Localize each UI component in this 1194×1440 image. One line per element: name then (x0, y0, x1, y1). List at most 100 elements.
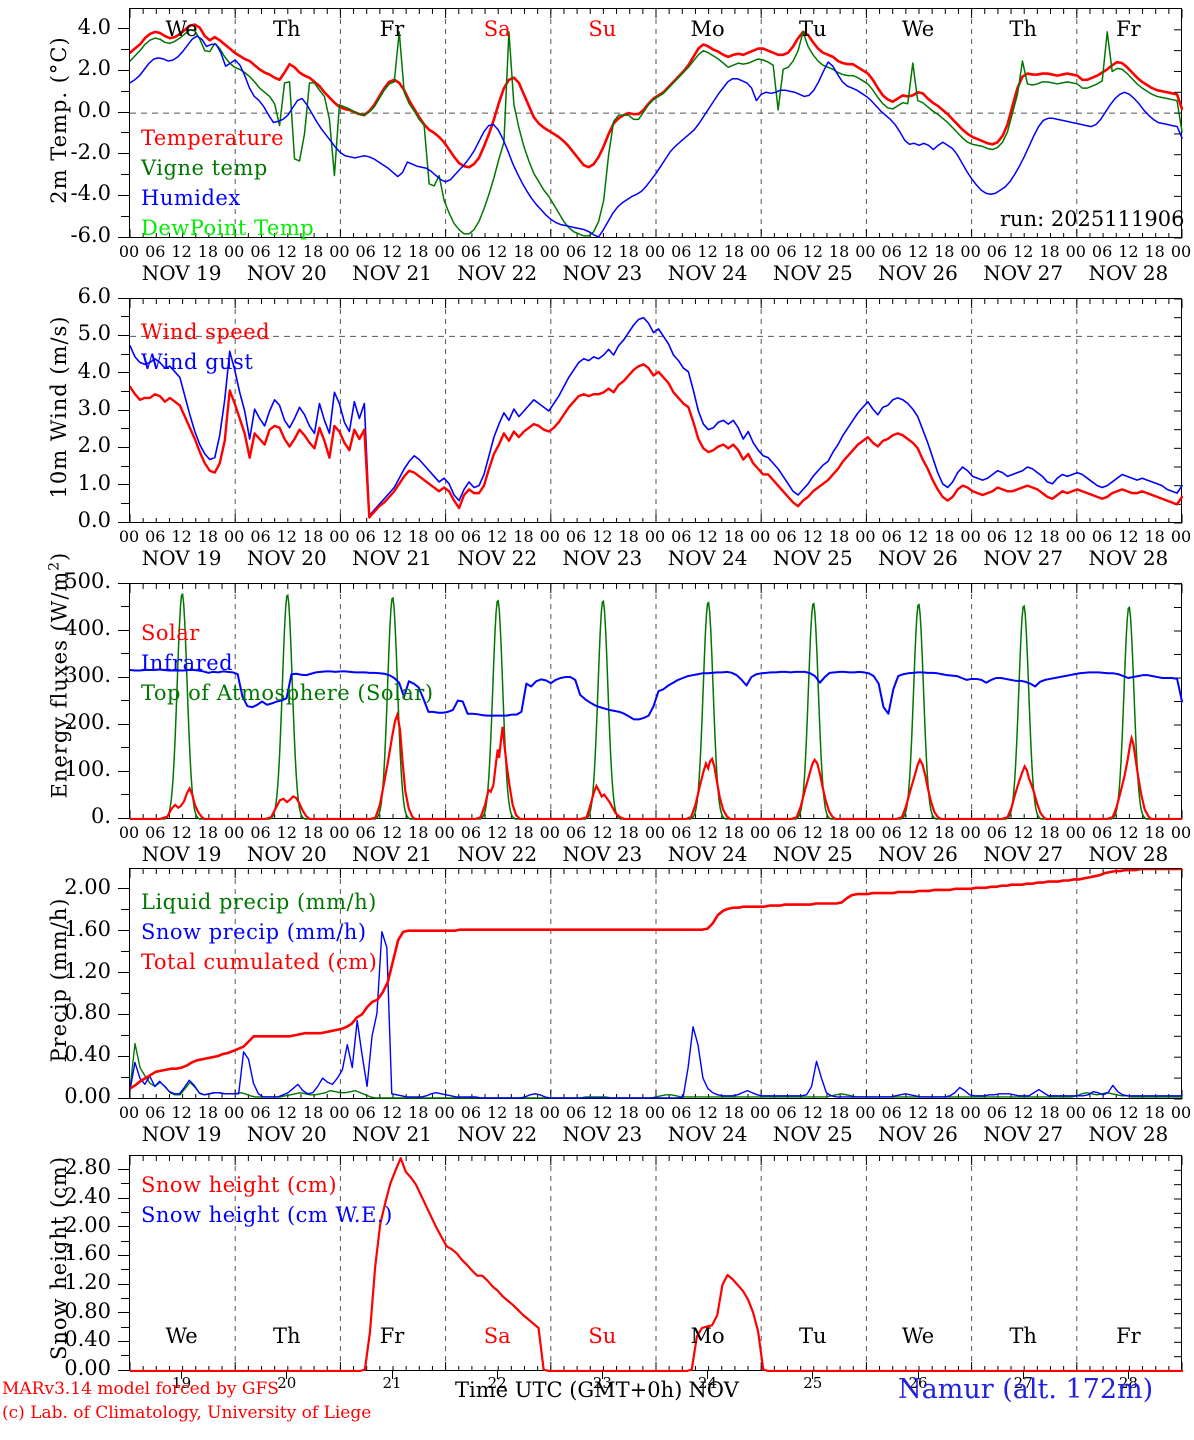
x-hour-label: 00 (434, 242, 455, 261)
x-day-label: NOV 27 (983, 546, 1064, 570)
y-tick-label: -2.0 (70, 139, 112, 164)
y-tick-label: 100. (64, 757, 111, 781)
x-day-label: NOV 24 (667, 546, 748, 570)
x-hour-label: 18 (1039, 242, 1060, 261)
x-hour-label: 00 (855, 823, 876, 842)
x-hour-label: 00 (434, 527, 455, 546)
x-day-number: 22 (487, 1374, 507, 1392)
y-tick (118, 770, 129, 772)
x-hour-label: 18 (197, 1103, 219, 1122)
x-hour-label: 00 (1170, 1103, 1192, 1122)
x-hour-label: 18 (1039, 1103, 1060, 1122)
x-hour-label: 18 (302, 527, 324, 546)
dow-label: Th (273, 1324, 301, 1348)
x-day-label: NOV 21 (352, 1122, 432, 1146)
x-day-number: 28 (1118, 1374, 1138, 1392)
x-hour-label: 06 (986, 527, 1008, 546)
x-hour-label: 18 (723, 527, 745, 546)
dow-label: Th (1009, 1324, 1037, 1348)
y-tick-label: 1.60 (64, 1241, 111, 1266)
y-tick-label: 1.20 (64, 958, 111, 983)
x-axis-tick (1022, 1370, 1024, 1379)
y-tick-label: 500. (64, 569, 111, 593)
x-day-label: NOV 26 (878, 546, 958, 570)
x-hour-label: 12 (1118, 242, 1139, 261)
y-tick-label: 0.0 (77, 508, 111, 532)
x-axis-title: Time UTC (GMT+0h) NOV (455, 1378, 739, 1402)
dow-label: Mo (690, 1324, 725, 1348)
x-day-label: NOV 21 (352, 842, 432, 866)
series-liquid-precip (130, 1042, 1183, 1099)
y-tick-label: 1.20 (64, 1270, 111, 1294)
x-hour-label: 00 (750, 823, 771, 842)
plot-area-1 (129, 8, 1183, 239)
x-hour-label: 00 (329, 1103, 350, 1122)
y-minor-tick (121, 747, 129, 748)
series-wind-gust (130, 316, 1183, 517)
x-hour-label: 12 (276, 527, 297, 546)
x-hour-label: 00 (118, 823, 140, 842)
dow-label: Su (588, 1324, 617, 1348)
x-hour-label: 06 (671, 823, 692, 842)
y-tick (118, 334, 129, 336)
y-tick (118, 1013, 129, 1015)
y-tick (118, 153, 129, 155)
x-hour-label: 18 (934, 823, 955, 842)
x-hour-label: 12 (592, 242, 613, 261)
x-hour-label: 12 (171, 527, 192, 546)
run-label: run: 2025111906 (1000, 207, 1185, 231)
x-hour-label: 12 (381, 527, 403, 546)
x-hour-label: 18 (197, 527, 219, 546)
y-tick (118, 629, 129, 631)
y-tick (118, 111, 129, 113)
x-hour-label: 12 (1118, 527, 1139, 546)
x-hour-label: 12 (171, 242, 192, 261)
x-hour-label: 18 (408, 242, 429, 261)
x-day-label: NOV 28 (1088, 1122, 1169, 1146)
y-tick-label: -6.0 (70, 223, 112, 247)
x-hour-label: 12 (1013, 823, 1034, 842)
x-hour-label: 00 (644, 1103, 666, 1122)
x-hour-label: 18 (723, 823, 745, 842)
x-hour-label: 06 (355, 823, 376, 842)
x-hour-label: 18 (1144, 1103, 1165, 1122)
x-hour-label: 06 (776, 527, 797, 546)
x-hour-label: 00 (224, 823, 245, 842)
y-minor-tick (121, 1240, 129, 1242)
y-tick (118, 1369, 129, 1371)
y-tick (118, 1226, 129, 1228)
dow-label: Sa (483, 17, 511, 41)
x-hour-label: 18 (828, 527, 850, 546)
x-hour-label: 12 (381, 242, 403, 261)
x-hour-label: 18 (1144, 527, 1165, 546)
x-hour-label: 06 (565, 242, 587, 261)
x-day-label: NOV 19 (141, 546, 222, 570)
x-hour-label: 00 (750, 527, 771, 546)
x-hour-label: 12 (697, 242, 718, 261)
x-hour-label: 06 (250, 1103, 271, 1122)
x-hour-label: 00 (855, 1103, 876, 1122)
x-hour-label: 12 (697, 823, 718, 842)
x-hour-label: 00 (224, 527, 245, 546)
x-hour-label: 18 (1039, 527, 1060, 546)
x-hour-label: 18 (618, 527, 639, 546)
x-hour-label: 06 (776, 823, 797, 842)
x-hour-label: 06 (881, 1103, 902, 1122)
x-hour-label: 00 (1170, 242, 1192, 261)
y-minor-tick (121, 1326, 129, 1328)
x-day-label: NOV 28 (1088, 842, 1169, 866)
x-day-label: NOV 25 (772, 261, 853, 285)
x-day-label: NOV 20 (246, 261, 327, 285)
plot-area-5 (129, 1155, 1183, 1372)
x-hour-label: 00 (118, 242, 140, 261)
y-minor-tick (121, 353, 129, 355)
x-day-label: NOV 26 (878, 1122, 958, 1146)
dow-label: Fr (1116, 17, 1141, 41)
y-tick (118, 676, 129, 678)
x-hour-label: 18 (934, 242, 955, 261)
y-tick-label: 0.80 (64, 1298, 111, 1323)
x-hour-label: 00 (750, 1103, 771, 1122)
x-hour-label: 12 (1118, 1103, 1139, 1122)
y-tick-label: 4.0 (77, 358, 111, 383)
x-hour-label: 00 (960, 823, 981, 842)
